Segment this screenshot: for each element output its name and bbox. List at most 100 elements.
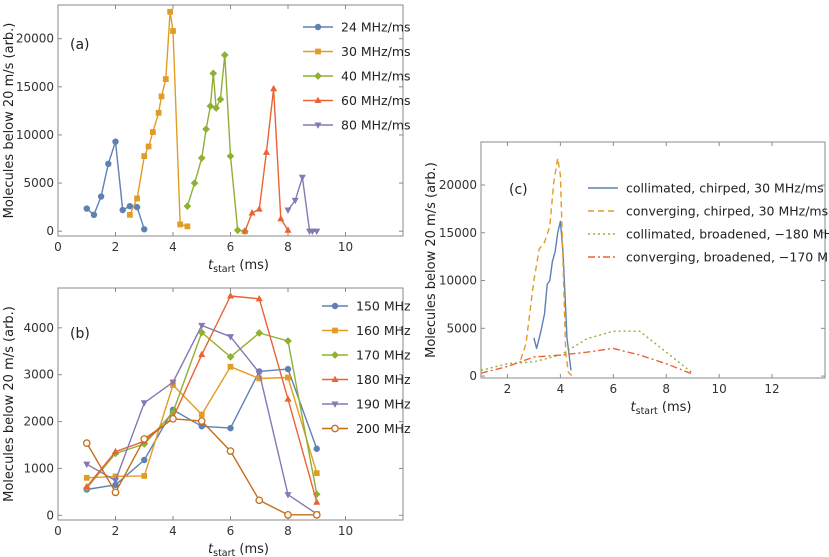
series-5 [284,174,321,236]
data-point [190,179,199,187]
chart-panel-b: 0 2 4 6 8 10 0 1000 2000 3000 4000 tstart (ms) Molec… [2,287,411,557]
y-axis-label: Molecules below 20 m/s (arb.) [2,23,17,219]
legend-marker [331,351,339,359]
data-point [83,205,90,212]
data-point [119,206,126,214]
data-point [209,69,218,78]
series-3 [183,51,249,236]
x-tick-label: 10 [712,382,727,396]
legend-entry: 190 MHz [356,397,411,412]
data-point [256,375,263,382]
x-axis-label: tstart (ms) [631,400,692,417]
data-point [197,154,206,162]
data-point [255,329,264,337]
panel-label: (b) [70,326,90,342]
panel-label: (c) [509,182,528,198]
y-tick-label: 15000 [439,226,477,240]
legend-entry: 30 MHz/ms [341,44,411,59]
data-point [155,109,162,116]
y-tick-label: 15000 [16,80,54,94]
data-point [183,202,192,211]
series-1 [83,138,148,233]
series-1 [533,220,572,371]
data-point [111,488,120,497]
data-point [284,395,292,402]
legend-marker [314,72,322,80]
legend-marker [331,302,339,310]
series-line [129,10,188,228]
y-tick-label: 5000 [23,176,54,190]
data-point [284,510,292,519]
x-tick-label: 0 [54,524,62,538]
data-point [83,474,90,481]
legend-marker [314,23,322,31]
data-point [313,470,320,477]
data-point [285,374,291,381]
data-point [220,51,229,59]
data-point [126,211,133,218]
data-point [255,294,263,302]
data-point [140,440,149,448]
legend-entry: collimated, chirped, 30 MHz/ms [626,181,824,196]
data-point [198,322,206,330]
series-2 [126,8,191,230]
data-point [145,143,152,150]
legend: 150 MHz 160 MHz 170 MHz 180 MHz 190 MHz 200 M… [322,299,411,436]
data-point [97,193,105,200]
data-point [141,473,148,479]
data-point [202,125,210,134]
legend-marker [331,424,339,433]
data-point [111,478,120,485]
x-tick-label: 6 [227,524,235,538]
data-point [284,337,292,345]
legend-marker [314,96,322,104]
legend-marker [331,401,339,408]
data-point [158,93,165,100]
y-tick-label: 2000 [23,415,54,429]
data-point [313,498,321,505]
legend-entry: 160 MHz [356,323,411,338]
legend-entry: converging, chirped, 30 MHz/ms [626,204,828,219]
y-tick-label: 1000 [23,461,54,475]
panel-label: (a) [70,37,90,53]
data-point [255,370,263,377]
legend-entry: collimated, broadened, −180 MHz [626,227,829,242]
data-point [162,76,169,82]
x-tick-label: 0 [54,240,62,254]
data-point [112,481,119,489]
data-point [82,439,91,447]
y-tick-label: 10000 [439,274,477,288]
data-point [141,153,148,159]
series-6 [82,414,321,519]
data-point [167,8,174,15]
data-point [313,445,320,452]
data-point [83,482,91,490]
data-point [126,202,134,210]
data-point [112,138,119,145]
data-point [270,84,278,92]
data-point [133,203,141,211]
x-tick-label: 6 [609,382,617,396]
data-point [241,227,249,234]
data-point [198,423,205,430]
legend-marker [331,375,339,383]
data-point [184,223,191,230]
data-point [227,424,234,432]
legend-marker [332,327,338,334]
legend-entry: 80 MHz/ms [341,118,411,133]
x-tick-label: 10 [338,524,353,538]
data-point [198,350,206,358]
series-4 [83,292,321,505]
x-tick-label: 12 [764,382,779,396]
x-tick-label: 2 [112,240,120,254]
y-tick-label: 0 [46,508,54,522]
x-tick-label: 10 [338,240,353,254]
series-4 [481,347,693,375]
y-tick-label: 20000 [439,178,477,192]
legend-entry: 60 MHz/ms [341,93,411,108]
series-line [244,87,289,232]
data-point [226,152,235,160]
data-point [284,207,292,214]
data-point [83,461,91,469]
data-point [226,353,235,361]
